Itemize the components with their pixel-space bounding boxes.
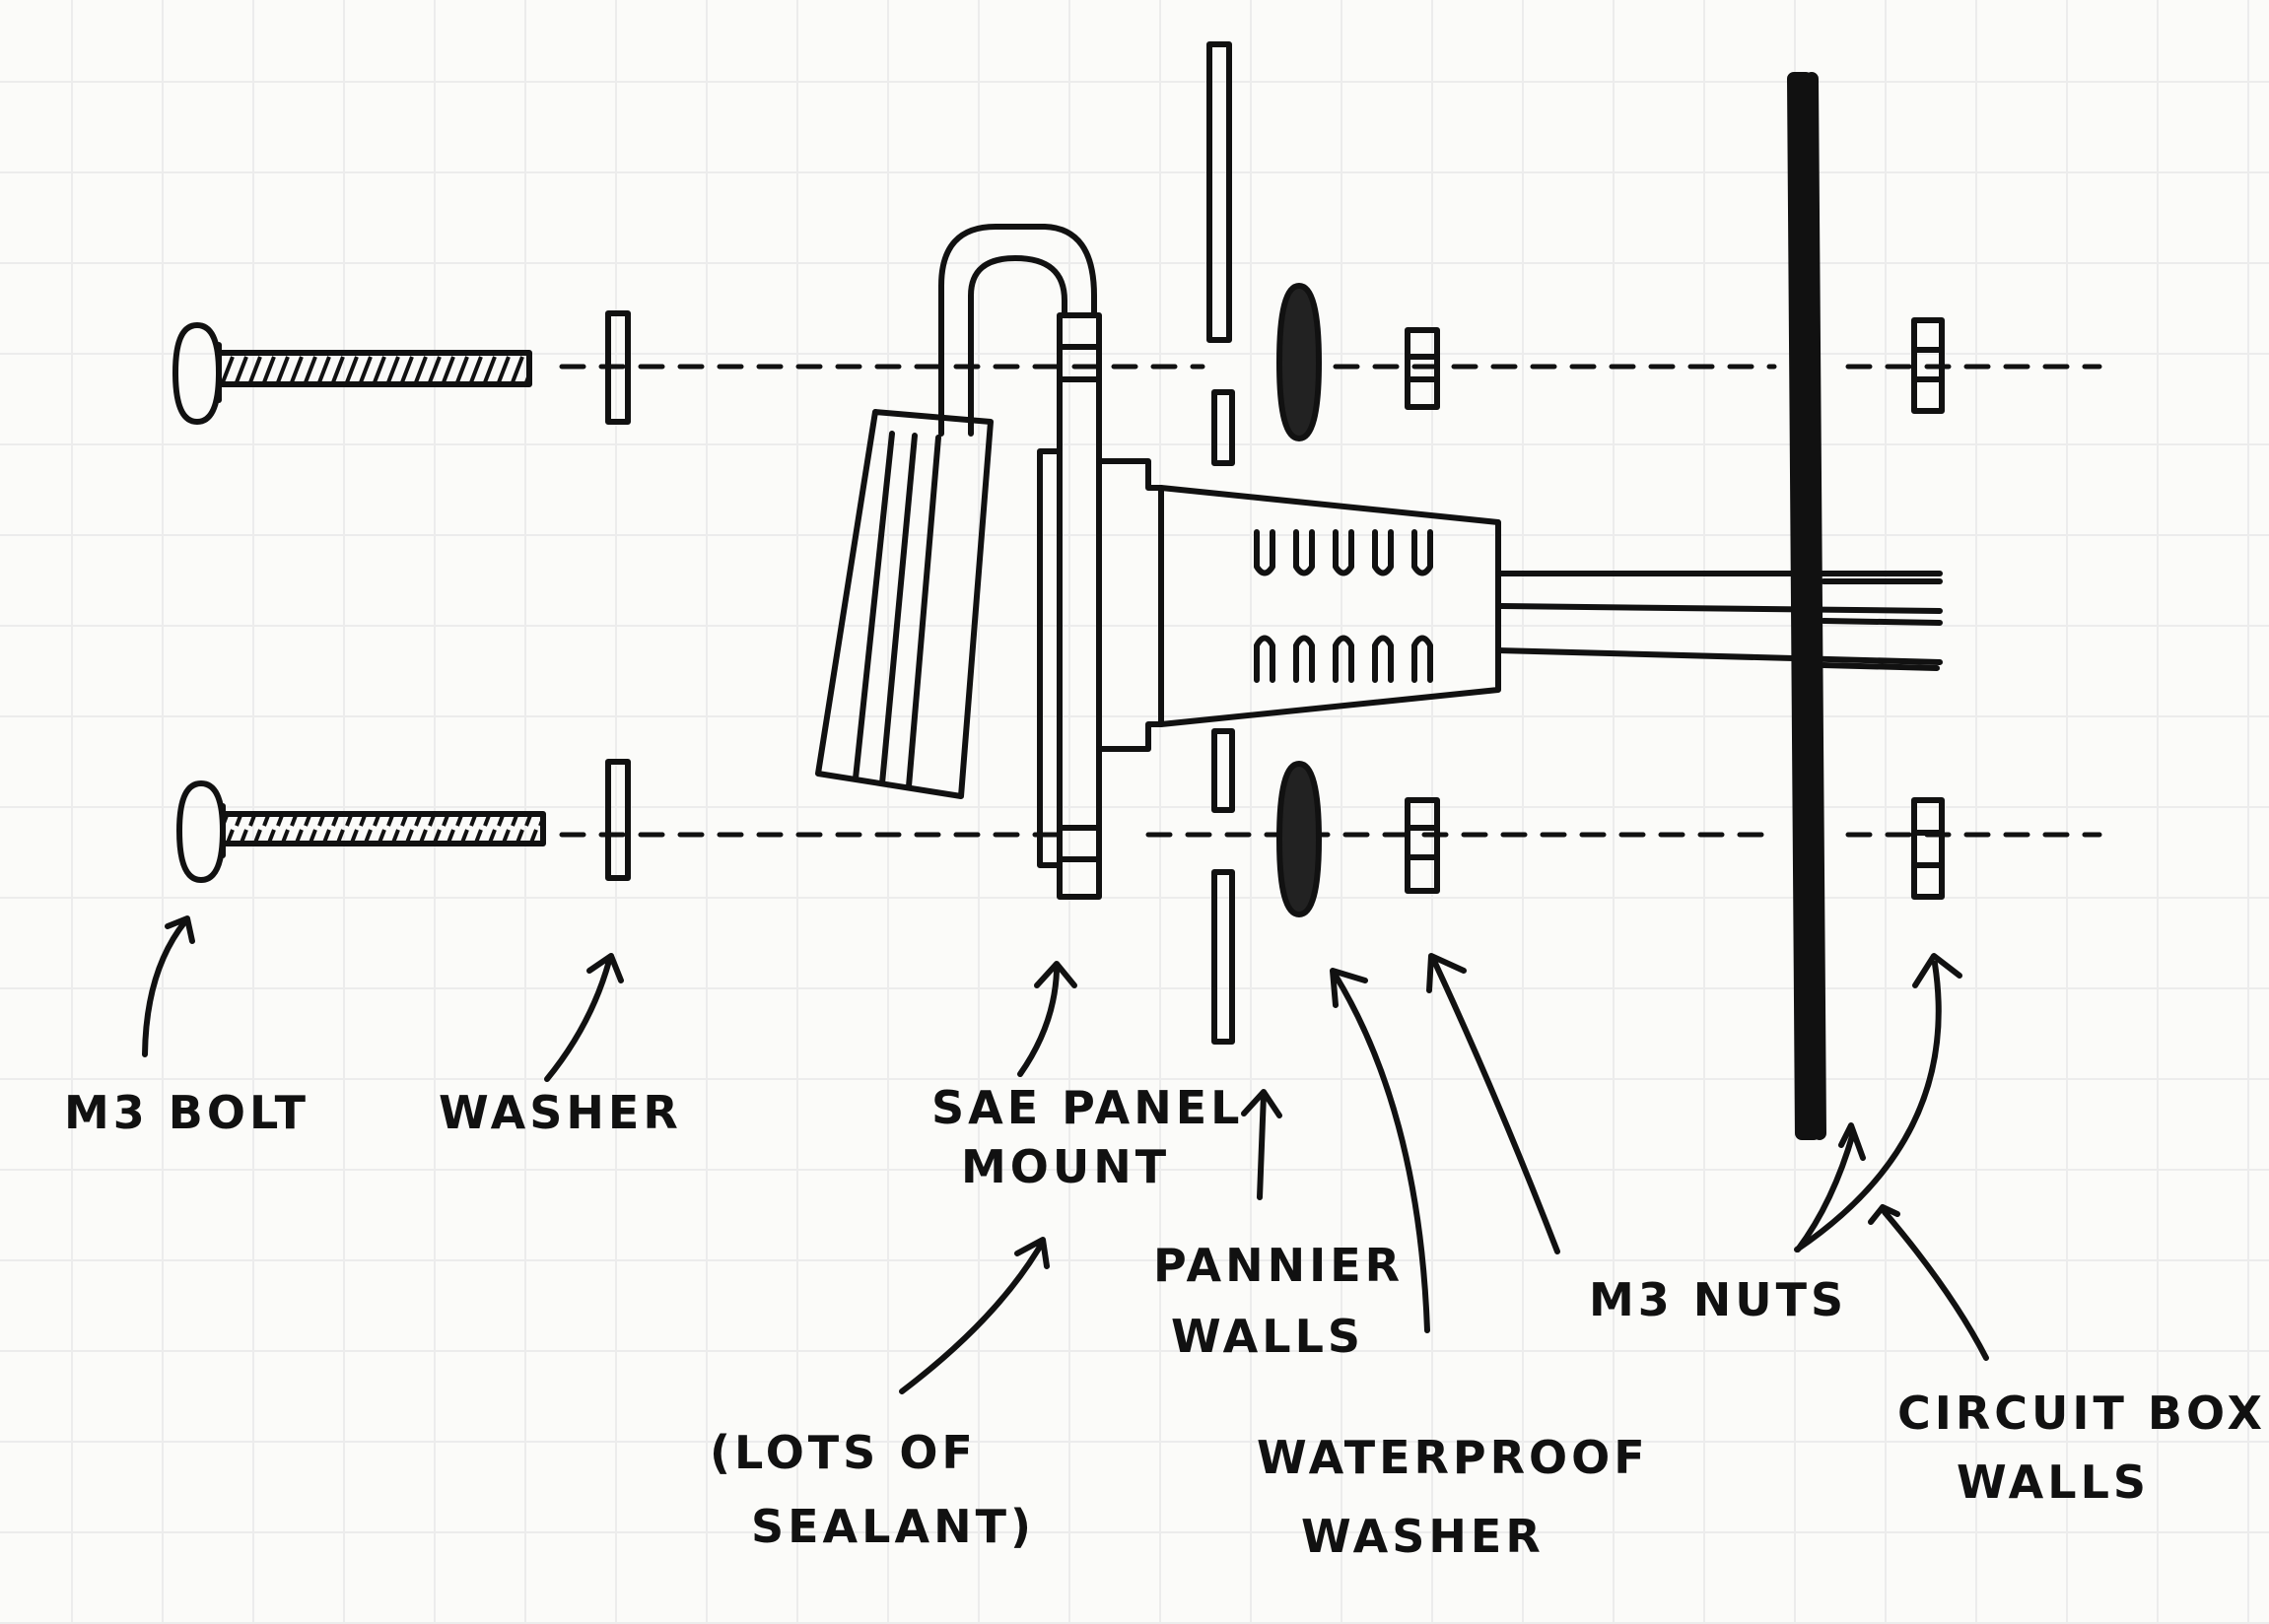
- label-circuit-box-walls-line2: WALLS: [1957, 1455, 2150, 1509]
- m3-nut-lower-right: [1911, 797, 1945, 900]
- label-sealant-line1: (LOTS OF: [710, 1426, 977, 1479]
- arrow-sae-panel-mount: [1017, 961, 1077, 1077]
- m3-nut-upper-left: [1405, 327, 1440, 410]
- label-circuit-box-walls-line1: CIRCUIT BOX: [1897, 1387, 2266, 1440]
- washer-lower: [605, 759, 631, 881]
- label-washer: WASHER: [439, 1086, 682, 1139]
- arrow-washer: [544, 953, 624, 1082]
- waterproof-washer-lower: [1276, 761, 1322, 917]
- assembly-axis-lines: [559, 364, 2102, 838]
- arrow-m3-nuts-right: [1794, 953, 1962, 1252]
- m3-nut-lower-left: [1405, 797, 1440, 894]
- arrow-m3-nuts-left: [1426, 953, 1560, 1254]
- pannier-wall: [1206, 41, 1235, 1045]
- wire-2: [1495, 603, 1943, 614]
- waterproof-washer-upper: [1276, 283, 1322, 441]
- label-waterproof-washer-line2: WASHER: [1301, 1510, 1545, 1563]
- sae-panel-mount: [815, 224, 1943, 900]
- arrows: [142, 915, 1989, 1394]
- arrow-m3-nuts-middle: [1795, 1122, 1866, 1252]
- panel-mount-flange: [1057, 312, 1102, 900]
- label-m3-nuts: M3 NUTS: [1589, 1273, 1847, 1326]
- arrow-sealant: [899, 1237, 1050, 1394]
- m3-bolt-upper: [172, 322, 532, 425]
- m3-nut-upper-right: [1911, 317, 1945, 414]
- label-m3-bolt: M3 BOLT: [64, 1086, 309, 1139]
- panel-mount-body: [1158, 485, 1501, 727]
- arrow-pannier-walls: [1241, 1089, 1282, 1200]
- label-sae-panel-mount-line1: SAE PANEL: [931, 1081, 1244, 1134]
- label-pannier-walls-line1: PANNIER: [1153, 1239, 1404, 1292]
- washer-upper: [605, 310, 631, 425]
- m3-bolt-lower: [176, 780, 546, 883]
- wire-3: [1495, 647, 1943, 665]
- label-waterproof-washer-line1: WATERPROOF: [1257, 1431, 1649, 1484]
- arrow-circuit-box-walls: [1868, 1204, 1989, 1361]
- arrow-waterproof-washer: [1330, 968, 1430, 1333]
- label-pannier-walls-line2: WALLS: [1171, 1310, 1364, 1363]
- label-sealant-line2: SEALANT): [751, 1500, 1035, 1553]
- arrow-m3-bolt: [142, 915, 195, 1057]
- circuit-box-wall: [1787, 72, 1826, 1140]
- label-sae-panel-mount-line2: MOUNT: [961, 1140, 1170, 1193]
- labels: M3 BOLT WASHER SAE PANEL MOUNT (LOTS OF …: [64, 1081, 2266, 1563]
